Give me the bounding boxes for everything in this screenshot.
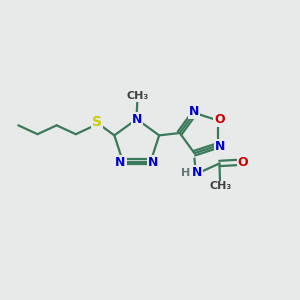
Text: O: O [214, 113, 225, 126]
Text: N: N [192, 167, 202, 179]
Text: H: H [181, 168, 190, 178]
Text: CH₃: CH₃ [127, 91, 149, 101]
Text: O: O [238, 156, 248, 169]
Text: N: N [116, 156, 126, 169]
Text: N: N [132, 112, 142, 126]
Text: S: S [92, 116, 102, 129]
Text: N: N [189, 105, 199, 118]
Text: N: N [215, 140, 225, 153]
Text: N: N [148, 156, 158, 169]
Text: CH₃: CH₃ [209, 182, 232, 191]
